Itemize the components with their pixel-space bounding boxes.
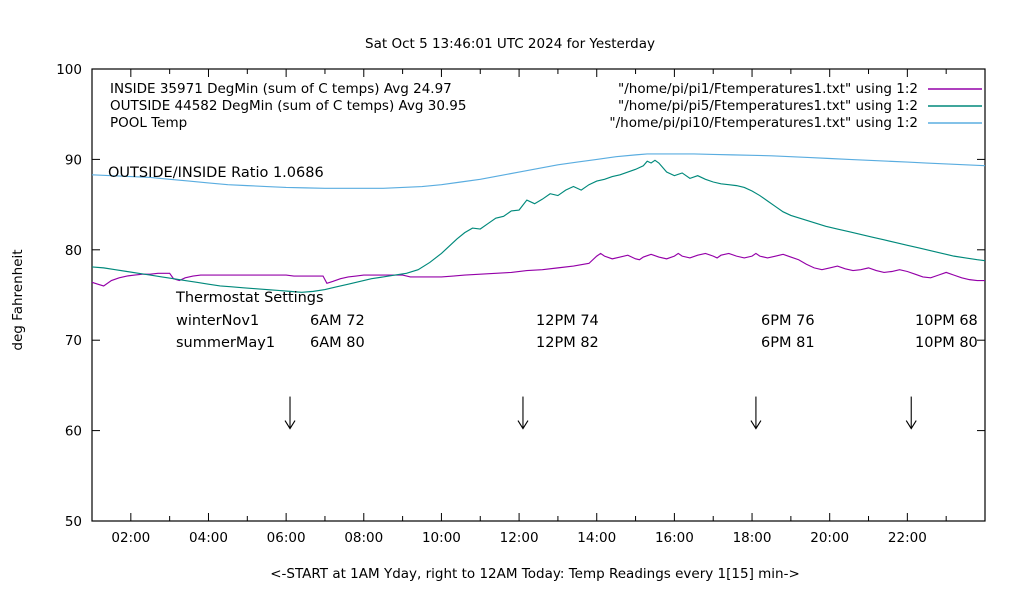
x-tick-label: 04:00 bbox=[189, 530, 228, 546]
arrow-head bbox=[750, 420, 762, 430]
legend-source-0: "/home/pi/pi1/Ftemperatures1.txt" using … bbox=[618, 81, 918, 97]
y-tick-label: 50 bbox=[65, 514, 82, 530]
thermostat-slot: 6PM 76 bbox=[761, 313, 815, 329]
y-tick-label: 70 bbox=[65, 333, 82, 349]
legend-label-1: OUTSIDE 44582 DegMin (sum of C temps) Av… bbox=[110, 98, 466, 114]
x-tick-label: 06:00 bbox=[267, 530, 306, 546]
thermostat-heading: Thermostat Settings bbox=[175, 290, 324, 306]
data-series-group bbox=[91, 153, 986, 293]
x-axis-label: <-START at 1AM Yday, right to 12AM Today… bbox=[270, 566, 800, 582]
chart-legend: INSIDE 35971 DegMin (sum of C temps) Avg… bbox=[110, 81, 982, 131]
chart-title: Sat Oct 5 13:46:01 UTC 2024 for Yesterda… bbox=[365, 36, 655, 52]
ratio-annotation: OUTSIDE/INSIDE Ratio 1.0686 bbox=[108, 165, 324, 181]
thermostat-slot: 6AM 80 bbox=[310, 335, 365, 351]
thermostat-row-name: winterNov1 bbox=[176, 313, 259, 329]
x-tick-label: 22:00 bbox=[888, 530, 927, 546]
thermostat-row-name: summerMay1 bbox=[176, 335, 275, 351]
x-tick-label: 20:00 bbox=[810, 530, 849, 546]
series-line-inside bbox=[91, 252, 985, 287]
thermostat-slot: 12PM 74 bbox=[536, 313, 599, 329]
axes: 50 60 70 80 90 100 02:00 04:00 06:00 08:00 10:00 12… bbox=[56, 62, 986, 546]
thermostat-slot: 10PM 80 bbox=[915, 335, 978, 351]
arrow-head bbox=[905, 420, 917, 430]
y-tick-label: 90 bbox=[65, 152, 82, 168]
setpoint-arrow-3 bbox=[905, 396, 917, 430]
legend-source-2: "/home/pi/pi10/Ftemperatures1.txt" using… bbox=[609, 115, 918, 131]
setpoint-arrow-1 bbox=[517, 396, 529, 430]
thermostat-slot: 6AM 72 bbox=[310, 313, 365, 329]
thermostat-setpoint-arrows bbox=[284, 396, 917, 430]
y-tick-label: 100 bbox=[56, 62, 82, 78]
series-line-outside bbox=[91, 159, 986, 293]
y-axis-label: deg Fahrenheit bbox=[10, 249, 26, 350]
x-tick-label: 18:00 bbox=[733, 530, 772, 546]
legend-label-2: POOL Temp bbox=[110, 115, 187, 131]
legend-source-1: "/home/pi/pi5/Ftemperatures1.txt" using … bbox=[618, 98, 918, 114]
thermostat-slot: 12PM 82 bbox=[536, 335, 599, 351]
arrow-head bbox=[517, 420, 529, 430]
thermostat-slot: 6PM 81 bbox=[761, 335, 815, 351]
x-tick-label: 02:00 bbox=[111, 530, 150, 546]
series-line-pool-temp bbox=[91, 153, 986, 189]
x-tick-label: 14:00 bbox=[577, 530, 616, 546]
y-tick-label: 80 bbox=[65, 243, 82, 259]
setpoint-arrow-2 bbox=[750, 396, 762, 430]
x-tick-label: 16:00 bbox=[655, 530, 694, 546]
setpoint-arrow-0 bbox=[284, 396, 296, 430]
arrow-head bbox=[284, 420, 296, 430]
x-tick-label: 12:00 bbox=[500, 530, 539, 546]
x-tick-label: 08:00 bbox=[344, 530, 383, 546]
y-tick-label: 60 bbox=[65, 424, 82, 440]
thermostat-slot: 10PM 68 bbox=[915, 313, 978, 329]
legend-label-0: INSIDE 35971 DegMin (sum of C temps) Avg… bbox=[110, 81, 452, 97]
plot-frame bbox=[91, 68, 986, 522]
x-tick-label: 10:00 bbox=[422, 530, 461, 546]
thermostat-settings-annotation: Thermostat Settings winterNov1 6AM 72 12PM … bbox=[175, 290, 978, 351]
